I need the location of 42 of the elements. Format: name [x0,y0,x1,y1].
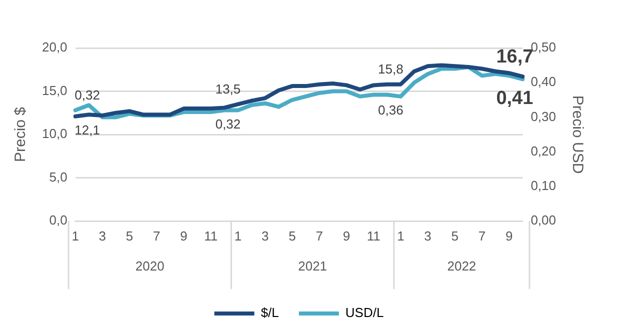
data-label: 12,1 [74,122,100,138]
x-tick-label: 9 [180,228,188,244]
x-tick-label: 1 [72,228,79,244]
x-tick-label: 5 [451,228,459,244]
y-tick-label: 20,0 [42,40,68,55]
y-tick-label: 10,0 [42,126,68,142]
y2-tick-label: 0,10 [530,178,556,193]
text: 2022 [447,258,476,274]
text: 2020 [135,258,164,274]
x-tick-label: 1 [234,228,242,244]
y-tick-label: 15,0 [42,82,68,98]
x-tick-label: 7 [316,228,323,244]
data-label: 0,32 [215,116,241,132]
x-tick-label: 5 [126,228,134,244]
legend-label: $/L [260,305,279,320]
y-tick-label: 5,0 [49,169,68,184]
y2-axis-title: Precio USD [568,95,586,174]
x-tick-label: 1 [397,228,404,244]
data-label: 15,8 [378,61,404,76]
data-label: 0,36 [378,102,404,118]
data-label: 0,32 [74,87,100,102]
x-tick-label: 9 [506,228,513,244]
x-tick-label: 7 [153,228,160,244]
x-tick-label: 3 [98,228,106,244]
legend-label: USD/L [345,305,384,320]
y2-tick-label: 0,40 [530,74,556,90]
y2-tick-label: 0,00 [530,212,556,228]
y-axis-title: Precio $ [12,106,30,162]
x-tick-label: 3 [261,228,269,244]
x-tick-label: 7 [478,228,486,244]
data-label: 0,41 [496,88,534,109]
y-tick-label: 0,0 [49,212,68,228]
y2-tick-label: 0,20 [530,143,556,158]
data-label: 13,5 [215,81,241,96]
x-tick-label: 5 [288,228,296,244]
x-tick-label: 3 [424,228,432,244]
x-tick-label: 11 [366,228,380,244]
text: 2021 [298,258,328,274]
x-tick-label: 9 [342,228,350,244]
y2-tick-label: 0,50 [530,40,556,55]
x-tick-label: 11 [204,228,218,244]
y2-tick-label: 0,30 [530,108,556,124]
